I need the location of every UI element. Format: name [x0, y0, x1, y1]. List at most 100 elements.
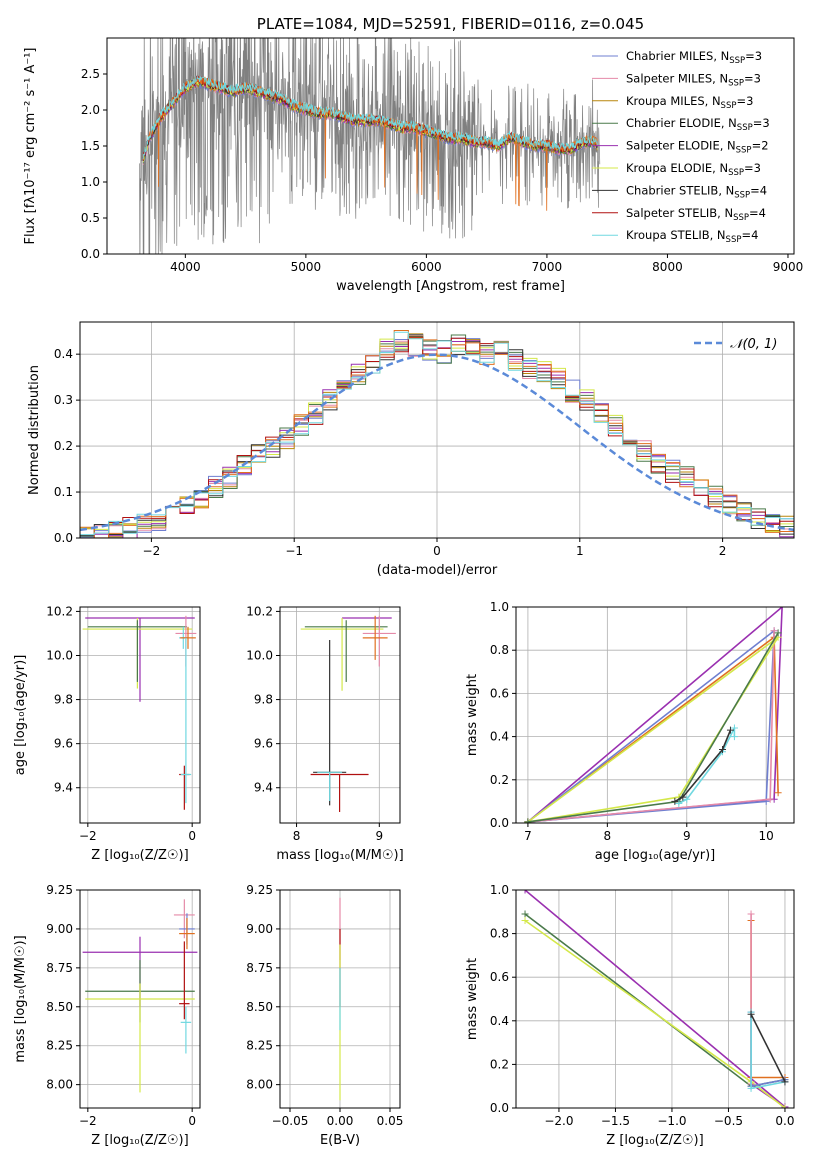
weight-marker: [781, 1104, 789, 1108]
mass_vs_z-xtick-label: −2: [79, 1114, 97, 1128]
weight_vs_age-ylabel: mass weight: [465, 674, 480, 756]
weight_vs_age-ytick-label: 0.0: [490, 816, 509, 830]
weight_vs_z-xtick-label: 0.0: [775, 1114, 794, 1128]
legend-label: Chabrier MILES, NSSP=3: [626, 49, 762, 66]
residuals-ytick-label: 0.4: [54, 347, 73, 361]
age_vs_mass-xlabel: mass [log₁₀(M/M☉)]: [276, 848, 403, 863]
mass_vs_ebv-xlabel: E(B-V): [320, 1133, 360, 1148]
residuals-ytick-label: 0.1: [54, 485, 73, 499]
weight_vs_z-xtick-label: −1.5: [601, 1114, 630, 1128]
residuals-xtick-label: 1: [576, 544, 584, 558]
legend-label: Kroupa MILES, NSSP=3: [626, 94, 753, 111]
mass_vs_ebv-xtick-label: 0.05: [377, 1114, 404, 1128]
mass_vs_ebv-xtick-label: −0.05: [272, 1114, 309, 1128]
weight-marker: [683, 795, 691, 803]
weight_vs_z-ytick-label: 0.0: [490, 1101, 509, 1115]
mass_vs_ebv-ytick-label: 9.25: [246, 883, 273, 897]
age_vs_z-ytick-label: 9.4: [54, 781, 73, 795]
weight-line-chabrier-stelib: [674, 729, 732, 803]
mass_vs_ebv-ytick-label: 8.25: [246, 1039, 273, 1053]
residuals-ytick-label: 0.2: [54, 439, 73, 453]
weight_vs_age-ytick-label: 1.0: [490, 600, 509, 614]
weight-marker: [675, 800, 683, 808]
age_vs_z-ytick-label: 10.0: [46, 648, 73, 662]
legend-label: 𝒩(0, 1): [730, 337, 777, 352]
mass_vs_z-xtick-label: 0: [188, 1114, 196, 1128]
weight_vs_z-xtick-label: −2.0: [544, 1114, 573, 1128]
weight_vs_age-ytick-label: 0.2: [490, 773, 509, 787]
legend-sub: SSP: [728, 168, 744, 178]
spectrum-xtick-label: 9000: [773, 260, 804, 274]
spectrum-plot-area: [139, 38, 601, 254]
age_vs_mass-xtick-label: 8: [293, 829, 301, 843]
weight-marker: [679, 793, 687, 801]
legend-value: =4: [749, 206, 766, 220]
weight-line-kroupa-elodie: [527, 636, 779, 823]
mass_vs_z-ytick-label: 8.00: [46, 1078, 73, 1092]
spectrum-ylabel: Flux [fλ10⁻¹⁷ erg cm⁻² s⁻¹ A⁻¹]: [23, 48, 38, 245]
legend-value: =3: [753, 116, 770, 130]
mass_vs_z-ytick-label: 9.25: [46, 883, 73, 897]
weight-marker: [781, 1078, 789, 1086]
age_vs_mass-ytick-label: 10.2: [246, 604, 273, 618]
weight_vs_age-xtick-label: 8: [604, 829, 612, 843]
spectrum-xtick-label: 7000: [532, 260, 563, 274]
mass_vs_ebv-ytick-label: 9.00: [246, 922, 273, 936]
weight_vs_z-ytick-label: 0.8: [490, 927, 509, 941]
legend-sub: SSP: [726, 235, 742, 245]
weight-line-salpeter-elodie: [524, 890, 786, 1108]
spectrum-legend: Chabrier MILES, NSSP=3 Salpeter MILES, NS…: [592, 49, 770, 245]
age_vs_z-ylabel: age [log₁₀(age/yr)]: [13, 655, 28, 776]
legend-value: =4: [750, 183, 767, 197]
mass_vs_z-axes: −2 0 8.00 8.25 8.50 8.75 9.00 9.25 Z [log₁₀(Z/Z☉…: [13, 883, 201, 1148]
age_vs_mass-frame: [279, 606, 401, 824]
weight_vs_age-xtick-label: 10: [759, 829, 774, 843]
weight_vs_z-ytick-label: 1.0: [490, 883, 509, 897]
mass_vs_z-xlabel: Z [log₁₀(Z/Z☉)]: [91, 1133, 188, 1148]
legend-label: Chabrier ELODIE, NSSP=3: [626, 116, 770, 133]
weight-marker: [671, 797, 679, 805]
legend-label: Salpeter MILES, NSSP=3: [626, 71, 761, 88]
age_vs_mass-axes: 8 9 9.4 9.6 9.8 10.0 10.2 mass [log₁₀(M/M☉)]: [246, 604, 403, 863]
spectrum-title: PLATE=1084, MJD=52591, FIBERID=0116, z=0…: [257, 15, 644, 33]
legend-sub: SSP: [737, 123, 753, 133]
weight-marker: [730, 733, 738, 741]
mass_vs_z-ytick-label: 8.25: [46, 1039, 73, 1053]
mass_vs_ebv-ytick-label: 8.00: [246, 1078, 273, 1092]
legend-sub: SSP: [729, 56, 745, 66]
legend-sub: SSP: [734, 190, 750, 200]
weight-line-chabrier-elodie: [524, 913, 786, 1088]
weight_vs_z-plot-area: [521, 890, 789, 1108]
spectrum-xlabel: wavelength [Angstrom, rest frame]: [336, 279, 565, 294]
weight-marker: [774, 629, 782, 637]
weight_vs_age-frame: [515, 606, 795, 824]
legend-value: =3: [744, 161, 761, 175]
spectrum-xtick-label: 5000: [291, 260, 322, 274]
legend-label: Chabrier STELIB, NSSP=4: [626, 183, 767, 200]
spectrum-ytick-label: 0.5: [81, 211, 100, 225]
weight-marker: [766, 795, 774, 803]
legend-value: =2: [752, 139, 769, 153]
weight-marker: [726, 726, 734, 734]
age_vs_z-frame: [79, 606, 201, 824]
weight-marker: [747, 1010, 755, 1018]
weight_vs_age-axes: 7 8 9 10 0.0 0.2 0.4 0.6 0.8 1.0 age [log₁₀(age/yr…: [465, 600, 795, 863]
model-spectrum-kroupa-stelib: [142, 75, 598, 160]
weight-marker: [770, 627, 778, 635]
weight-line-chabrier-miles: [527, 629, 775, 823]
weight_vs_z-ytick-label: 0.6: [490, 970, 509, 984]
weight-line-chabrier-stelib: [750, 1013, 786, 1083]
spectrum-xtick-label: 6000: [411, 260, 442, 274]
residuals-xtick-label: 2: [719, 544, 727, 558]
residuals-xtick-label: −2: [143, 544, 161, 558]
age_vs_mass-ytick-label: 9.6: [254, 737, 273, 751]
weight-marker: [747, 1084, 755, 1092]
weight-marker: [524, 818, 532, 823]
legend-label: Salpeter STELIB, NSSP=4: [626, 206, 766, 223]
mass_vs_ebv-ytick-label: 8.50: [246, 1000, 273, 1014]
age_vs_mass-xtick-label: 9: [375, 829, 383, 843]
mass_vs_z-ylabel: mass [log₁₀(M/M☉)]: [13, 935, 28, 1062]
residuals-xlabel: (data-model)/error: [377, 563, 498, 578]
weight_vs_age-ytick-label: 0.8: [490, 643, 509, 657]
spectrum-ytick-label: 0.0: [81, 247, 100, 261]
